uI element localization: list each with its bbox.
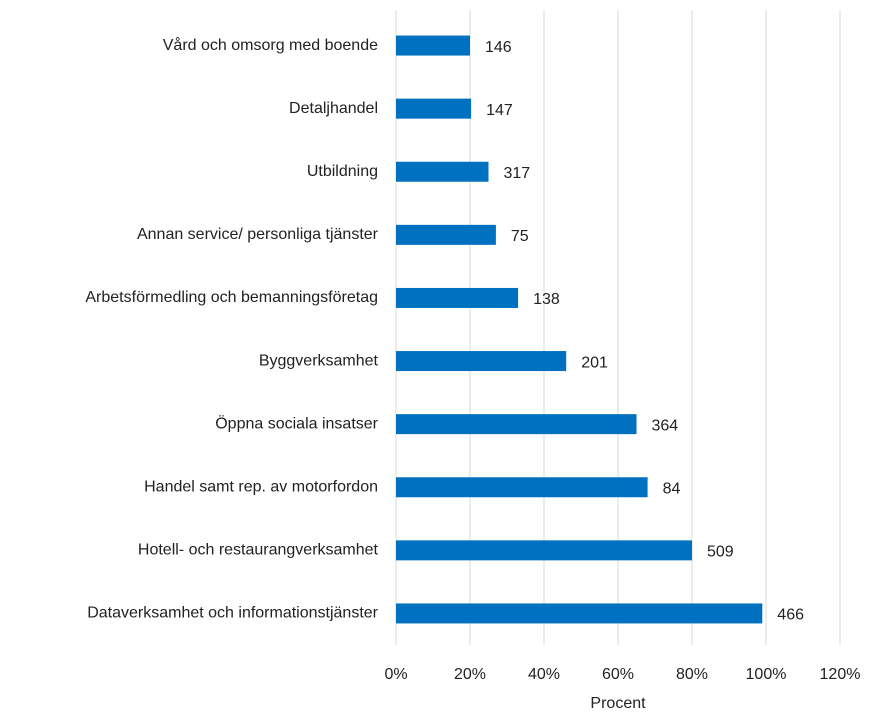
data-label: 84 xyxy=(663,480,681,497)
bar xyxy=(396,351,567,372)
y-tick-label: Dataverksamhet och informationstjänster xyxy=(87,605,378,622)
y-tick-label: Vård och omsorg med boende xyxy=(163,36,378,54)
bar xyxy=(396,98,472,119)
x-axis-title: Procent xyxy=(590,695,646,712)
x-tick-label: 60% xyxy=(602,666,634,683)
data-label: 146 xyxy=(485,39,512,56)
x-tick-label: 100% xyxy=(746,666,787,683)
x-tick-label: 80% xyxy=(676,666,708,683)
x-tick-label: 40% xyxy=(528,666,560,683)
data-label: 147 xyxy=(486,102,513,119)
y-tick-label: Öppna sociala insatser xyxy=(215,414,378,432)
bar xyxy=(396,287,519,308)
data-label: 364 xyxy=(652,417,679,434)
bar xyxy=(396,35,470,56)
y-tick-label: Detaljhandel xyxy=(289,100,378,117)
x-tick-label: 120% xyxy=(820,666,861,683)
bar xyxy=(396,477,648,498)
data-label: 509 xyxy=(707,544,734,561)
x-tick-label: 0% xyxy=(384,666,407,683)
bar xyxy=(396,603,763,624)
x-tick-label: 20% xyxy=(454,666,486,683)
data-label: 466 xyxy=(777,607,804,624)
data-label: 138 xyxy=(533,291,560,308)
data-label: 317 xyxy=(504,165,531,182)
bar xyxy=(396,161,489,182)
y-tick-label: Utbildning xyxy=(307,163,378,180)
bar xyxy=(396,540,692,561)
y-tick-label: Arbetsförmedling och bemanningsföretag xyxy=(85,289,378,306)
y-tick-label: Hotell- och restaurangverksamhet xyxy=(138,542,379,559)
bar xyxy=(396,414,637,435)
bar xyxy=(396,224,496,245)
data-label: 75 xyxy=(511,228,529,245)
y-tick-label: Annan service/ personliga tjänster xyxy=(137,226,379,243)
data-label: 201 xyxy=(581,354,608,371)
y-tick-label: Handel samt rep. av motorfordon xyxy=(144,478,378,495)
y-tick-label: Byggverksamhet xyxy=(259,352,379,369)
